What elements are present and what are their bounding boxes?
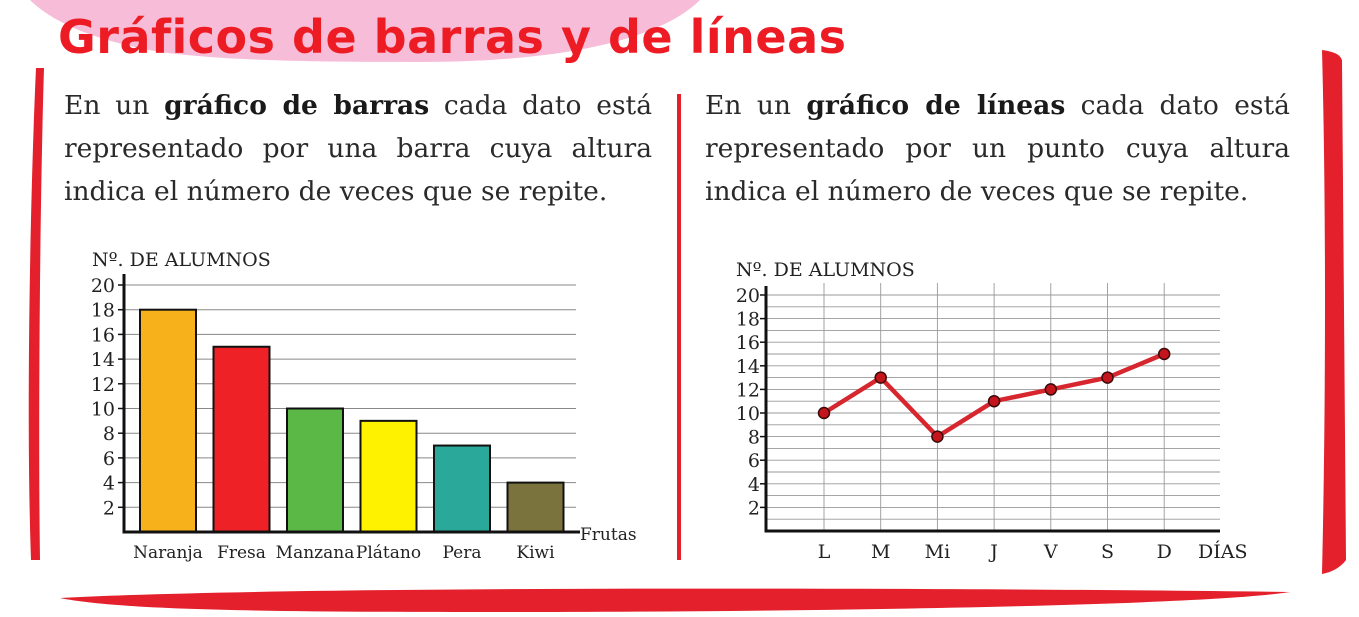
y-axis-label: Nº. DE ALUMNOS: [736, 259, 915, 281]
x-tick-label: D: [1157, 541, 1172, 563]
y-tick-label: 8: [748, 427, 760, 449]
x-tick-label: Naranja: [133, 543, 203, 563]
bar-chart-description: En un gráfico de barras cada dato está r…: [64, 84, 652, 213]
y-tick-label: 18: [736, 309, 760, 331]
data-point-l: [817, 406, 831, 420]
data-point-m: [874, 371, 887, 384]
line-description-intro: En un: [705, 90, 807, 121]
x-tick-label: V: [1043, 541, 1058, 563]
y-tick-label: 6: [748, 450, 760, 472]
data-point-d: [1157, 347, 1171, 361]
x-tick-label: J: [988, 541, 998, 563]
y-tick-label: 14: [736, 356, 760, 378]
y-tick-label: 18: [91, 300, 115, 322]
bar-fresa: [212, 345, 271, 533]
x-tick-label: Plátano: [356, 543, 421, 563]
x-tick-label: M: [871, 541, 890, 563]
x-tick-label: Mi: [925, 541, 951, 563]
line-description-rest: cada dato está representado por un punto…: [705, 90, 1290, 207]
y-tick-label: 16: [736, 332, 760, 354]
bar-description-term: gráfico de barras: [164, 90, 430, 121]
line-description-term: gráfico de líneas: [806, 90, 1066, 121]
y-tick-label: 2: [103, 497, 115, 519]
bar-description-rest: cada dato está representado por una barr…: [64, 90, 652, 207]
x-tick-label: Manzana: [276, 543, 355, 563]
x-tick-label: Pera: [443, 543, 482, 563]
bar-naranja: [139, 308, 197, 533]
x-axis-label: DÍAS: [1198, 540, 1247, 563]
line-chart-description: En un gráfico de líneas cada dato está r…: [705, 84, 1290, 213]
data-point-v: [1044, 383, 1058, 396]
y-tick-label: 20: [736, 285, 760, 307]
y-tick-label: 20: [91, 275, 115, 297]
y-tick-label: 10: [736, 403, 760, 425]
data-point-mi: [931, 430, 944, 443]
bar-plátano: [359, 419, 418, 534]
frame-bottom-stripe: [60, 588, 1290, 612]
x-tick-label: Kiwi: [516, 543, 555, 563]
frame-left-stripe: [28, 68, 44, 560]
data-point-s: [1101, 371, 1114, 384]
bar-pera: [433, 444, 491, 533]
y-tick-label: 14: [91, 349, 115, 371]
column-divider: [677, 94, 681, 560]
page-title: Gráficos de barras y de líneas: [58, 10, 847, 64]
y-tick-label: 2: [748, 497, 760, 519]
bar-description-intro: En un: [64, 90, 165, 121]
x-tick-label: L: [818, 541, 831, 563]
y-tick-label: 16: [91, 324, 115, 346]
bar-manzana: [286, 407, 344, 533]
y-tick-label: 12: [91, 374, 115, 396]
x-tick-label: Fresa: [217, 543, 266, 563]
y-tick-label: 8: [103, 423, 115, 445]
frame-right-stripe: [1322, 50, 1346, 574]
x-tick-label: S: [1101, 541, 1114, 563]
x-axis-label: Frutas: [580, 525, 637, 545]
pink-title-blob: [30, 0, 700, 62]
y-tick-label: 6: [103, 448, 115, 470]
y-tick-label: 12: [736, 379, 760, 401]
y-tick-label: 4: [748, 474, 760, 496]
bar-kiwi: [506, 481, 565, 534]
data-point-j: [987, 394, 1001, 408]
y-tick-label: 4: [103, 473, 115, 495]
y-tick-label: 10: [91, 399, 115, 421]
y-axis-label: Nº. DE ALUMNOS: [92, 249, 271, 271]
